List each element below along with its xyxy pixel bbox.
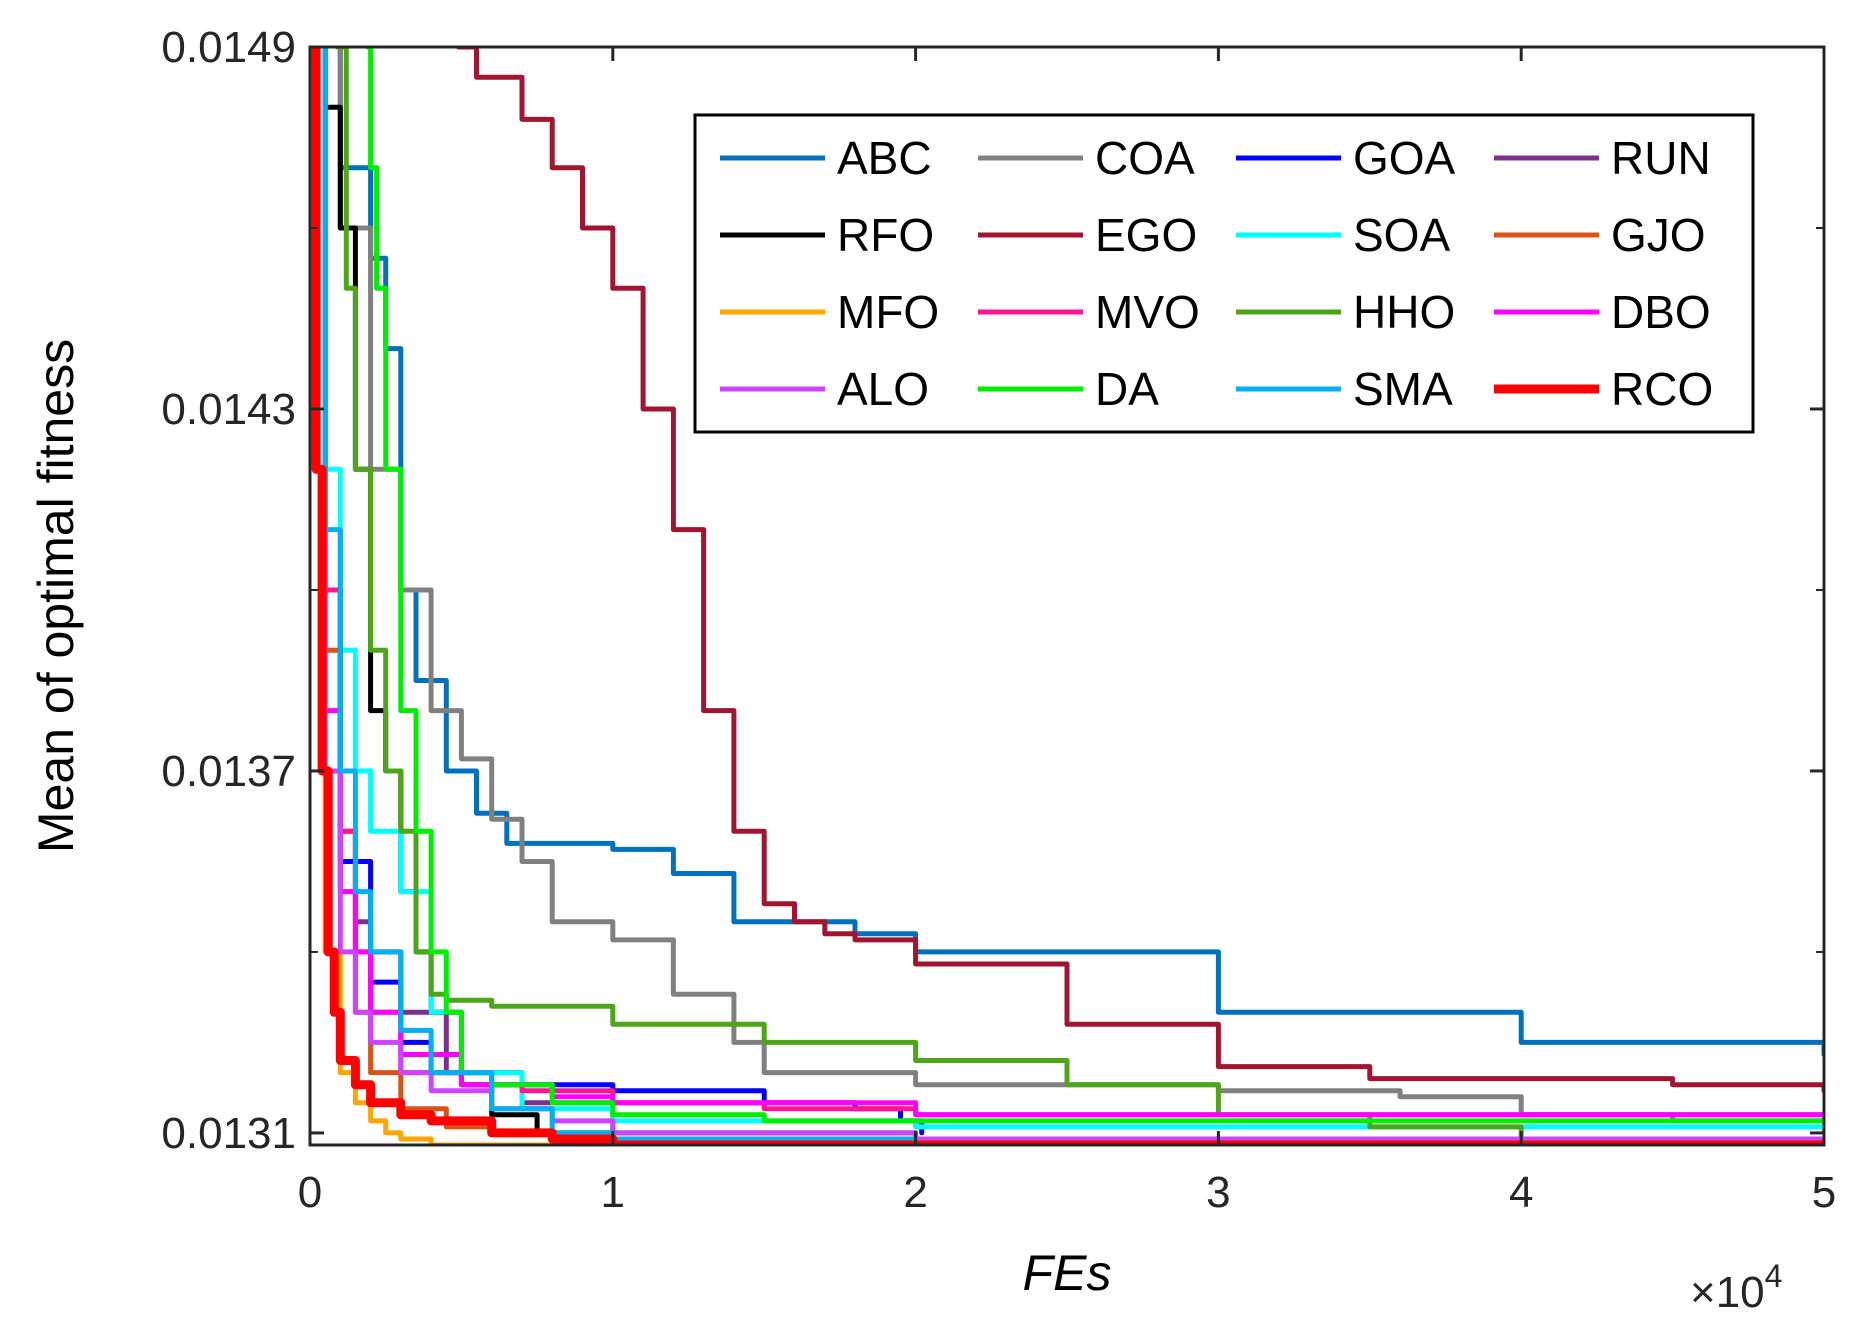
x-axis-title: FEs [1023,1245,1112,1301]
x-tick-label: 4 [1509,1168,1533,1217]
x-exponent-base: ×10 [1690,1268,1765,1317]
legend-label-run: RUN [1611,132,1711,184]
legend-label-coa: COA [1095,132,1195,184]
y-axis-title: Mean of optimal fitness [28,339,84,853]
y-tick-label: 0.0143 [161,385,296,434]
legend-box [693,113,1755,434]
y-tick-label: 0.0149 [161,23,296,72]
series-line-rco [311,47,1824,1145]
legend-label-alo: ALO [837,363,929,415]
legend-label-mfo: MFO [837,286,939,338]
y-tick-label: 0.0131 [161,1109,296,1158]
legend-label-dbo: DBO [1611,286,1711,338]
legend-label-sma: SMA [1353,363,1453,415]
legend-label-hho: HHO [1353,286,1455,338]
series-line-ego [455,47,1824,1094]
legend-label-goa: GOA [1353,132,1456,184]
legend-label-da: DA [1095,363,1159,415]
x-exponent-label: ×104 [1690,1258,1782,1317]
series-line-da [365,47,1824,1124]
y-tick-label: 0.0137 [161,747,296,796]
x-tick-label: 3 [1206,1168,1230,1217]
legend-label-mvo: MVO [1095,286,1200,338]
x-tick-label: 0 [298,1168,322,1217]
legend-label-rco: RCO [1611,363,1713,415]
tick-layer: 0 1 2 3 4 5 0.0131 0.0137 0.0143 0.0149 [161,23,1836,1217]
plot-frame [308,45,1826,1147]
legend: ABC COA GOA RUN RFO EGO SOA GJO MFO MVO HHO DBO ALO D… [693,113,1755,434]
x-tick-label: 5 [1812,1168,1836,1217]
legend-label-abc: ABC [837,132,932,184]
legend-label-rfo: RFO [837,209,934,261]
legend-label-ego: EGO [1095,209,1197,261]
x-exponent-power: 4 [1765,1258,1783,1294]
legend-label-gjo: GJO [1611,209,1706,261]
legend-label-soa: SOA [1353,209,1450,261]
x-tick-label: 1 [601,1168,625,1217]
x-tick-label: 2 [903,1168,927,1217]
